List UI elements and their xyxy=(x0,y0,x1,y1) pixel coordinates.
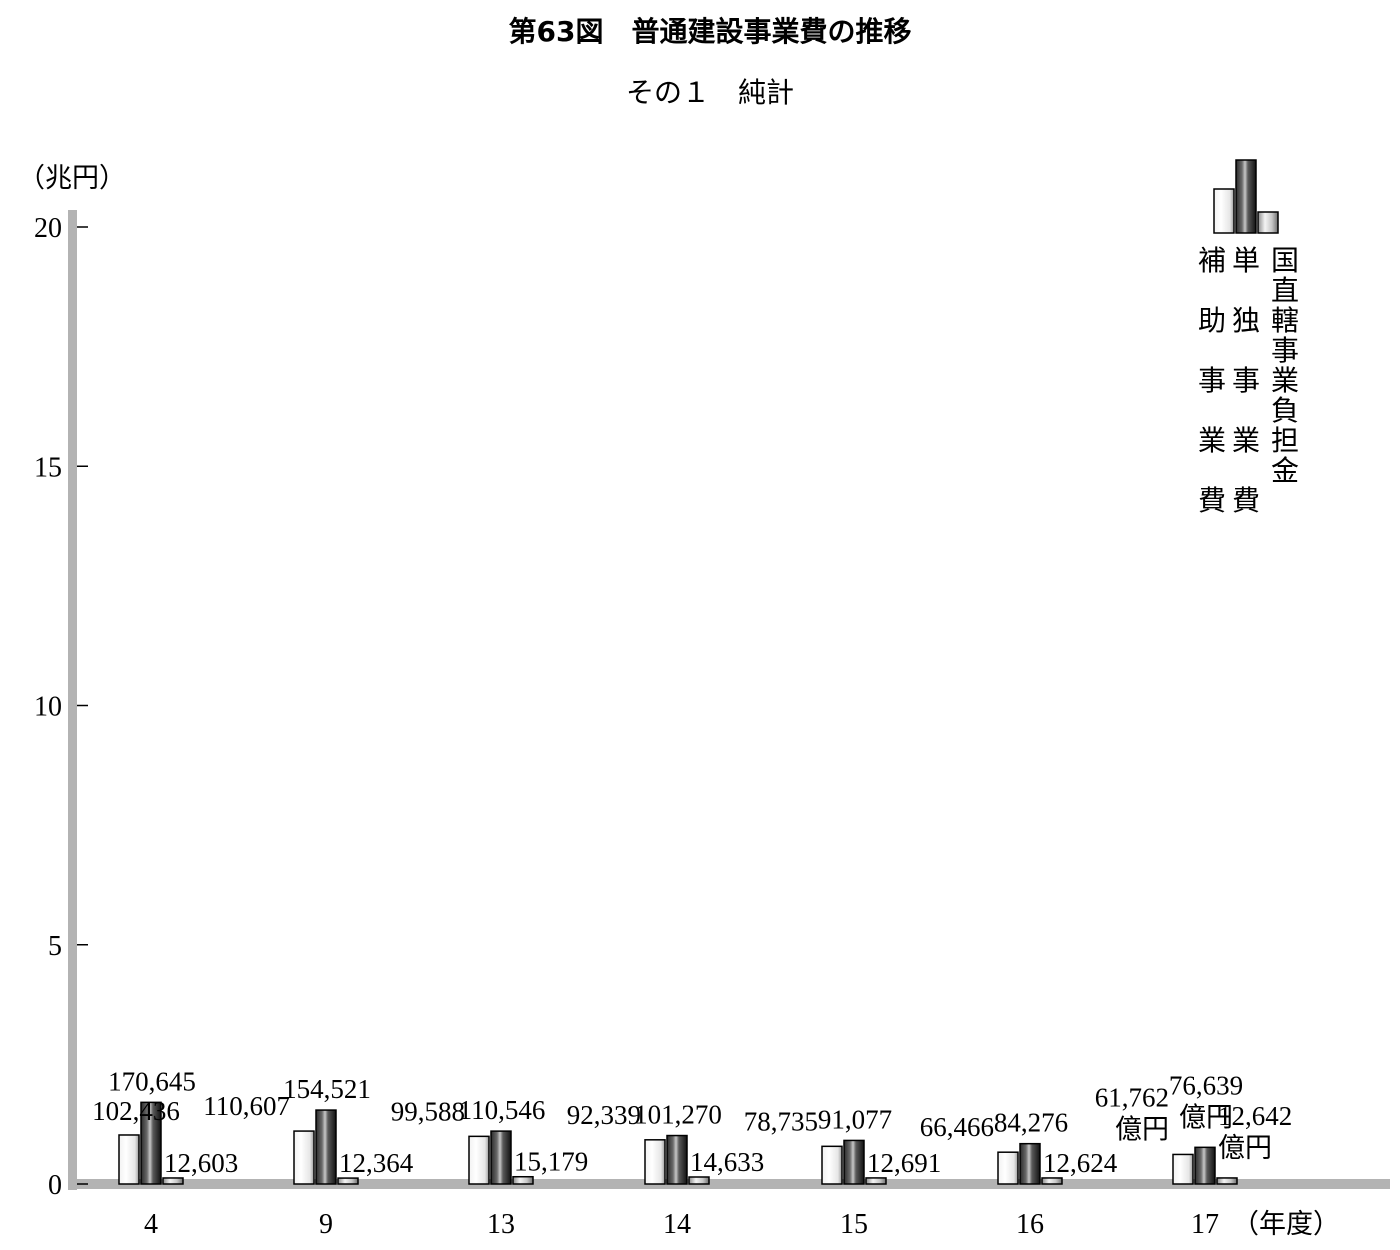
legend-char: 費 xyxy=(1198,484,1226,517)
legend-swatch-tandoku xyxy=(1235,159,1257,234)
x-axis-title: （年度） xyxy=(1232,1209,1340,1240)
y-tick-label: 5 xyxy=(48,931,62,962)
bar-hojo xyxy=(118,1134,140,1185)
legend-char: 業 xyxy=(1232,424,1260,457)
bar-hojo xyxy=(821,1145,843,1185)
bar-chokkatsu xyxy=(337,1177,359,1185)
legend-char: 業 xyxy=(1198,424,1226,457)
bar-hojo xyxy=(293,1130,315,1185)
data-label: 92,339 xyxy=(567,1100,641,1130)
bar-hojo xyxy=(997,1151,1019,1185)
data-label: 14,633 xyxy=(690,1147,764,1177)
legend-char: 補 xyxy=(1198,244,1226,277)
y-tick-label: 15 xyxy=(34,452,62,483)
bar-chokkatsu xyxy=(865,1177,887,1185)
chart-subtitle: その１ 純計 xyxy=(626,76,794,109)
y-tick-label: 20 xyxy=(34,213,62,244)
data-label: 12,691 xyxy=(867,1148,941,1178)
data-label: 12,624 xyxy=(1043,1148,1118,1178)
x-tick-label: 15 xyxy=(840,1209,868,1240)
legend-char: 事 xyxy=(1271,334,1299,367)
data-label: 154,521 xyxy=(283,1074,371,1104)
bar-tandoku xyxy=(315,1109,337,1185)
data-label: 12,364 xyxy=(339,1148,414,1178)
bar-tandoku xyxy=(1019,1142,1041,1185)
unit-label: 億円 xyxy=(1179,1102,1233,1133)
bar-hojo xyxy=(1172,1153,1194,1185)
x-tick-label: 16 xyxy=(1016,1209,1044,1240)
legend-char: 担 xyxy=(1271,424,1299,457)
data-label: 61,762 xyxy=(1095,1082,1169,1112)
legend-char: 事 xyxy=(1198,364,1226,397)
legend-char: 単 xyxy=(1232,244,1260,277)
legend-char: 負 xyxy=(1271,394,1299,427)
data-label: 99,588 xyxy=(391,1096,465,1126)
bar-chokkatsu xyxy=(688,1176,710,1185)
data-label: 78,735 xyxy=(744,1106,818,1136)
unit-label: 億円 xyxy=(1218,1133,1272,1164)
data-label: 102,436 xyxy=(92,1096,180,1126)
legend-char: 事 xyxy=(1232,364,1260,397)
y-tick-label: 0 xyxy=(48,1170,62,1201)
bar-tandoku xyxy=(490,1130,512,1185)
data-label: 101,270 xyxy=(634,1100,722,1130)
x-tick-label: 4 xyxy=(144,1209,158,1240)
bar-chokkatsu xyxy=(162,1177,184,1185)
bar-hojo xyxy=(644,1139,666,1185)
legend-char: 国 xyxy=(1271,244,1299,277)
x-tick-label: 9 xyxy=(319,1209,333,1240)
y-tick-label: 10 xyxy=(34,692,62,723)
bars xyxy=(118,1101,1238,1185)
data-label: 110,607 xyxy=(203,1091,290,1121)
data-label: 12,603 xyxy=(164,1148,238,1178)
bar-chokkatsu xyxy=(512,1175,534,1185)
x-axis-ticks: 4 9 13 14 15 16 17 xyxy=(144,1209,1219,1240)
x-tick-label: 14 xyxy=(663,1209,691,1240)
legend-swatch-hojo xyxy=(1213,188,1235,234)
y-axis-line xyxy=(68,210,77,1190)
chart-title: 第63図 普通建設事業費の推移 xyxy=(509,15,912,48)
bar-chokkatsu xyxy=(1041,1177,1063,1185)
legend-char: 轄 xyxy=(1271,304,1299,337)
legend-char: 独 xyxy=(1232,304,1260,337)
legend-char: 業 xyxy=(1271,364,1299,397)
x-tick-label: 17 xyxy=(1191,1209,1219,1240)
data-label: 170,645 xyxy=(108,1066,196,1096)
data-label: 76,639 xyxy=(1169,1070,1243,1100)
bar-tandoku xyxy=(843,1139,865,1185)
x-tick-label: 13 xyxy=(487,1209,515,1240)
y-axis-ticks: 0 5 10 15 20 xyxy=(34,213,88,1201)
data-label: 12,642 xyxy=(1218,1101,1292,1131)
legend-char: 助 xyxy=(1198,304,1226,337)
data-label: 91,077 xyxy=(818,1104,892,1134)
bar-tandoku xyxy=(1194,1146,1216,1185)
x-axis-line xyxy=(68,1179,1390,1189)
unit-label: 億円 xyxy=(1115,1114,1169,1145)
data-label: 66,466 xyxy=(920,1112,994,1142)
data-label: 84,276 xyxy=(994,1108,1068,1138)
bar-hojo xyxy=(468,1135,490,1185)
bar-tandoku xyxy=(140,1101,162,1185)
bar-tandoku xyxy=(666,1134,688,1185)
data-label: 15,179 xyxy=(514,1147,588,1177)
legend-swatch-chokkatsu xyxy=(1257,211,1279,234)
y-axis-title: （兆円） xyxy=(18,163,126,194)
legend-char: 金 xyxy=(1271,454,1299,487)
legend-char: 費 xyxy=(1232,484,1260,517)
bar-chokkatsu xyxy=(1216,1177,1238,1185)
legend-char: 直 xyxy=(1271,274,1299,307)
data-label: 110,546 xyxy=(459,1095,546,1125)
